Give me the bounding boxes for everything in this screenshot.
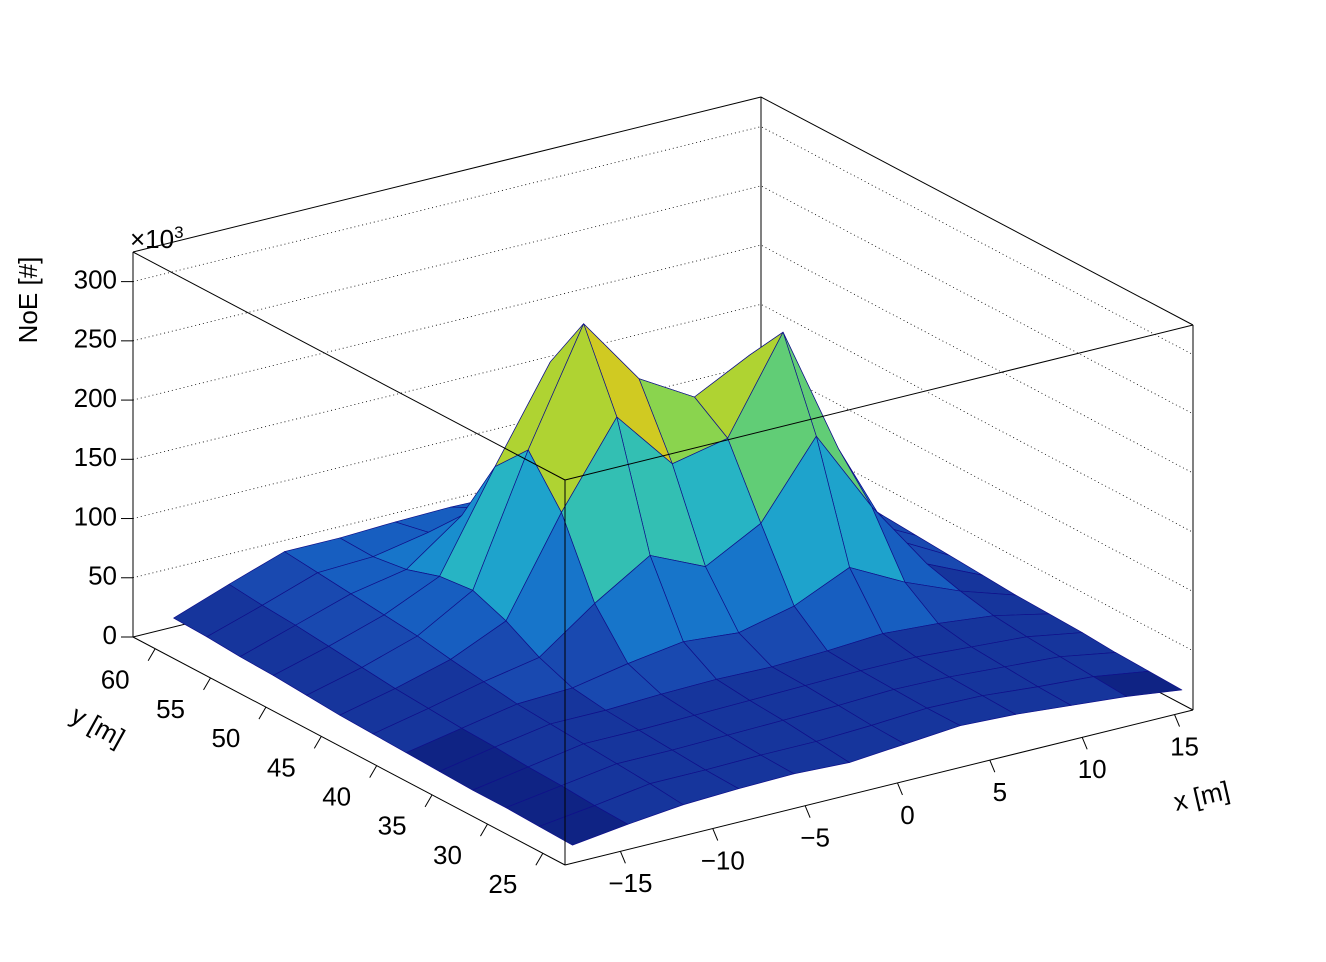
x-tick <box>897 782 903 796</box>
x-tick-label: 5 <box>993 777 1007 807</box>
back-layer: 0501001502002503002530354045505560−15−10… <box>74 96 1199 899</box>
z-tick-label: 300 <box>74 264 117 294</box>
z-exponent: ×103 <box>130 223 184 254</box>
x-tick-label: −10 <box>701 845 745 875</box>
x-axis-line <box>564 709 1194 866</box>
x-tick-label: −5 <box>800 823 830 853</box>
grid-line <box>132 126 1194 355</box>
grid-line <box>132 363 1194 592</box>
x-tick <box>1174 714 1180 727</box>
y-tick <box>147 648 156 661</box>
box-edge <box>760 96 1194 326</box>
z-exponent-base: ×10 <box>130 224 174 254</box>
z-tick-label: 100 <box>74 501 117 531</box>
y-tick <box>535 853 544 866</box>
x-tick-label: −15 <box>608 868 652 898</box>
y-axis-line <box>132 636 566 866</box>
y-tick-label: 45 <box>267 752 296 782</box>
x-tick <box>712 828 719 841</box>
surface <box>173 323 1183 846</box>
x-tick-label: 10 <box>1078 754 1107 784</box>
x-tick <box>1081 737 1088 750</box>
y-tick <box>203 677 211 691</box>
y-tick <box>480 823 488 837</box>
y-tick <box>369 765 378 778</box>
y-tick-label: 60 <box>101 665 130 695</box>
surface-cell <box>538 805 629 846</box>
z-axis-label: NoE [#] <box>13 257 43 344</box>
x-tick-label: 0 <box>900 800 914 830</box>
z-tick-label: 200 <box>74 383 117 413</box>
z-exponent-power: 3 <box>174 223 183 242</box>
z-tick-label: 250 <box>74 324 117 354</box>
grid-line <box>132 185 1194 415</box>
grid-line <box>132 422 1194 652</box>
box-edge <box>132 96 762 253</box>
y-tick-label: 30 <box>433 840 462 870</box>
front-layer <box>132 251 1194 865</box>
grid-line <box>132 303 1194 533</box>
x-tick <box>804 805 811 818</box>
grid-line <box>132 244 1194 474</box>
y-tick <box>424 794 433 808</box>
y-tick <box>313 736 322 749</box>
y-tick-label: 50 <box>211 723 240 753</box>
z-tick-label: 0 <box>103 620 117 650</box>
x-tick <box>619 851 626 864</box>
x-tick-label: 15 <box>1170 731 1199 761</box>
box-edge <box>132 251 566 481</box>
y-tick-label: 35 <box>378 811 407 841</box>
y-tick-label: 40 <box>322 781 351 811</box>
x-tick <box>989 759 996 773</box>
y-tick-label: 25 <box>488 869 517 899</box>
y-tick-label: 55 <box>156 694 185 724</box>
z-tick-label: 150 <box>74 442 117 472</box>
box-edge <box>564 324 1194 481</box>
y-tick <box>258 706 267 720</box>
z-tick-label: 50 <box>88 561 117 591</box>
